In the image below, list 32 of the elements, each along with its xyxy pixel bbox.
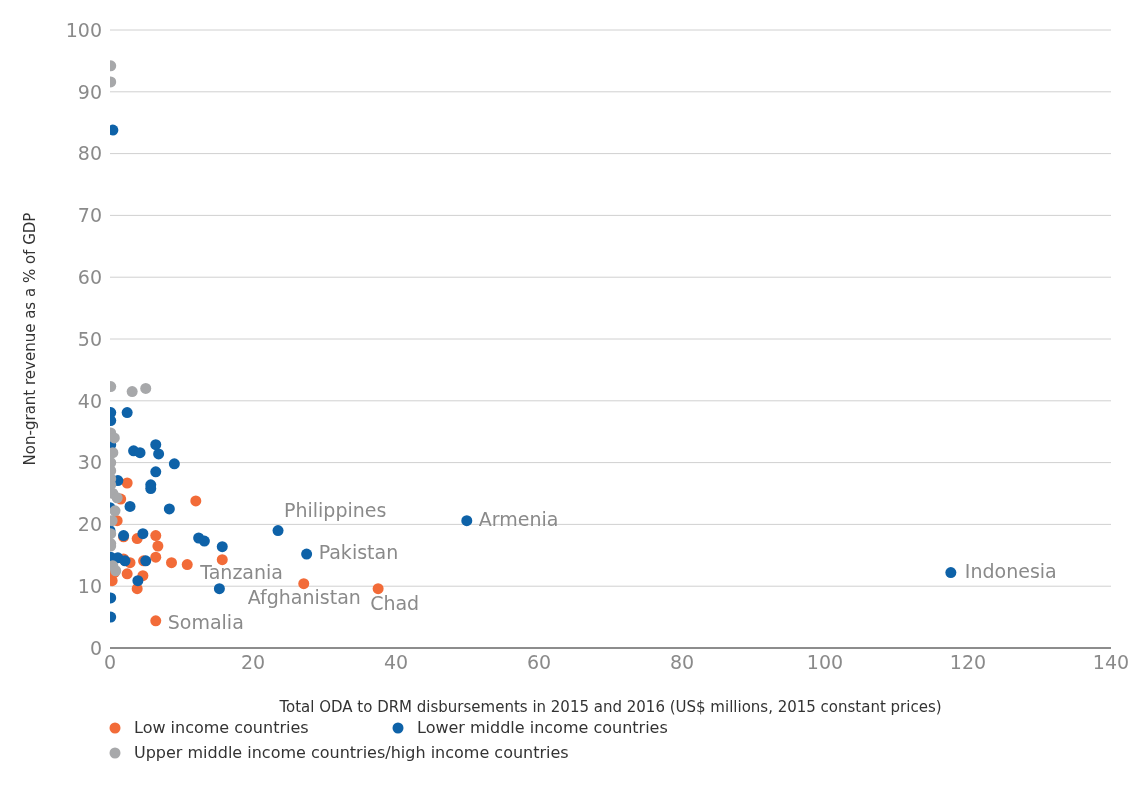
y-tick-label: 60 xyxy=(77,265,102,288)
y-tick-label: 10 xyxy=(77,574,102,597)
annotation: Indonesia xyxy=(964,559,1057,582)
x-tick-label: 40 xyxy=(383,651,409,674)
y-tick-label: 50 xyxy=(77,327,102,350)
x-tick-label: 60 xyxy=(526,651,552,674)
annotation: Afghanistan xyxy=(247,585,361,608)
x-tick-label: 120 xyxy=(949,651,987,674)
annotation: Armenia xyxy=(478,507,559,530)
x-tick-label: 80 xyxy=(669,651,695,674)
legend-label: Low income countries xyxy=(134,718,309,737)
legend-label: Upper middle income countries/high income countries xyxy=(134,743,569,762)
y-axis-title: Non-grant revenue as a % of GDP xyxy=(21,212,40,466)
x-tick-label: 20 xyxy=(240,651,266,674)
y-tick-label: 100 xyxy=(65,18,102,41)
legend-label: Lower middle income countries xyxy=(417,718,668,737)
y-tick-label: 80 xyxy=(77,142,102,165)
y-tick-label: 30 xyxy=(77,451,102,474)
y-tick-label: 90 xyxy=(77,80,102,103)
annotation: Tanzania xyxy=(199,560,283,583)
y-tick-label: 70 xyxy=(77,204,102,227)
annotation: Somalia xyxy=(167,610,244,633)
annotation: Philippines xyxy=(284,498,387,521)
y-tick-label: 40 xyxy=(77,389,102,412)
x-tick-label: 100 xyxy=(806,651,844,674)
x-tick-label: 140 xyxy=(1092,651,1130,674)
y-tick-label: 0 xyxy=(89,636,102,659)
y-tick-label: 20 xyxy=(77,513,102,536)
annotation: Chad xyxy=(370,591,420,614)
annotation: Pakistan xyxy=(318,541,399,564)
x-axis-title: Total ODA to DRM disbursements in 2015 and 2016 (US$ millions, 2015 constant prices) xyxy=(278,698,942,716)
x-tick-label: 0 xyxy=(103,651,117,674)
